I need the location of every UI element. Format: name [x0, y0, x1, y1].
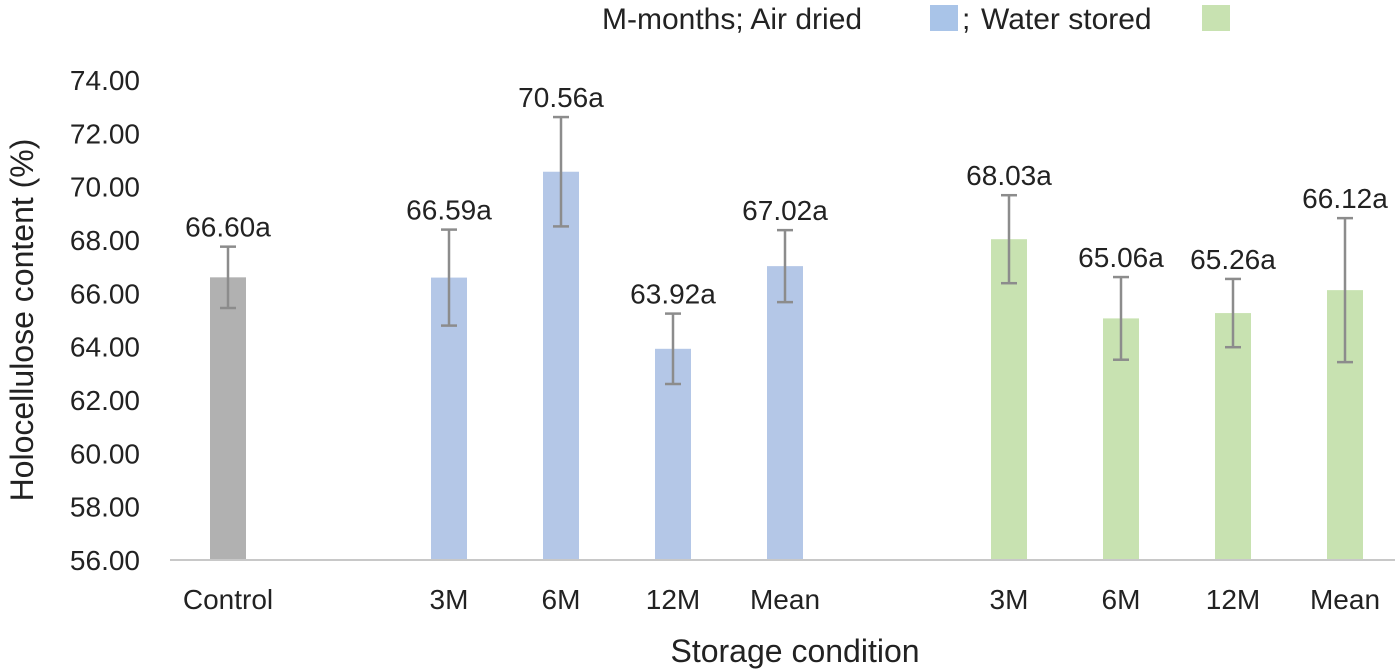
x-axis-title: Storage condition — [670, 633, 919, 669]
legend: M-months; Air dried ; Water stored — [602, 3, 1230, 36]
x-axis-ticks: Control 3M 6M 12M Mean 3M 6M 12M Mean — [183, 584, 1380, 615]
x-tick-label: Mean — [1310, 584, 1380, 615]
error-bar — [1337, 216, 1353, 364]
error-bar — [1113, 275, 1129, 361]
y-tick-label: 60.00 — [70, 438, 140, 469]
bar-water-3m — [991, 239, 1027, 560]
y-tick-label: 56.00 — [70, 545, 140, 576]
y-tick-label: 72.00 — [70, 118, 140, 149]
data-label: 65.26a — [1190, 244, 1276, 275]
error-bar — [1225, 277, 1241, 349]
data-label: 66.59a — [406, 195, 492, 226]
data-label: 63.92a — [630, 279, 716, 310]
data-label: 70.56a — [518, 82, 604, 113]
x-tick-label: 12M — [1206, 584, 1260, 615]
error-bar — [553, 115, 569, 228]
y-tick-label: 66.00 — [70, 278, 140, 309]
x-tick-label: Mean — [750, 584, 820, 615]
x-tick-label: 3M — [990, 584, 1029, 615]
legend-separator: ; — [962, 3, 970, 36]
legend-swatch-water-stored — [1202, 5, 1230, 31]
y-tick-label: 70.00 — [70, 172, 140, 203]
x-tick-label: 6M — [1102, 584, 1141, 615]
bar-air-6m — [543, 171, 579, 560]
data-label: 67.02a — [742, 195, 828, 226]
bar-air-mean — [767, 266, 803, 560]
data-label: 66.60a — [185, 212, 271, 243]
error-bar — [441, 228, 457, 327]
data-label: 66.12a — [1302, 183, 1388, 214]
x-tick-label: Control — [183, 584, 273, 615]
y-tick-label: 64.00 — [70, 332, 140, 363]
y-axis-ticks: 56.00 58.00 60.00 62.00 64.00 66.00 68.00 70.00… — [70, 65, 140, 576]
y-tick-label: 58.00 — [70, 492, 140, 523]
data-label: 68.03a — [966, 160, 1052, 191]
bar-water-12m — [1215, 313, 1251, 560]
legend-label-water-stored: Water stored — [981, 3, 1152, 36]
x-tick-label: 6M — [542, 584, 581, 615]
data-label: 65.06a — [1078, 242, 1164, 273]
error-bar — [777, 228, 793, 304]
y-tick-label: 68.00 — [70, 225, 140, 256]
y-axis-title: Holocellulose content (%) — [4, 139, 40, 502]
x-tick-label: 12M — [646, 584, 700, 615]
bar-control-control — [210, 277, 246, 560]
y-tick-label: 62.00 — [70, 385, 140, 416]
error-bar — [665, 312, 681, 386]
y-tick-label: 74.00 — [70, 65, 140, 96]
x-tick-label: 3M — [430, 584, 469, 615]
legend-swatch-air-dried — [930, 5, 958, 31]
error-bar — [220, 245, 236, 310]
bars: 66.60a 66.59a 70.56a 63.92a 67.02a 68.03a 65.0… — [185, 82, 1388, 560]
legend-prefix: M-months; Air dried — [602, 3, 862, 36]
error-bar — [1001, 193, 1017, 285]
